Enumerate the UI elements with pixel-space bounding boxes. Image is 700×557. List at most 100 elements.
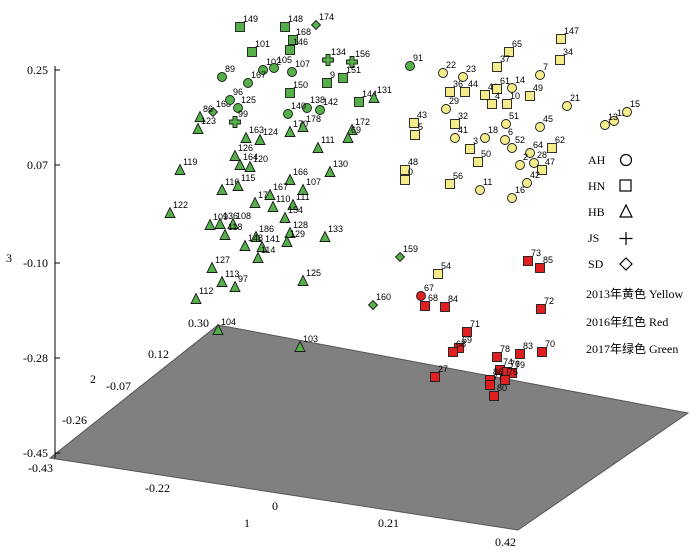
point-2-59 bbox=[256, 240, 268, 252]
point-label-0-41: 16 bbox=[515, 185, 525, 195]
point-label-2-60: 114 bbox=[261, 245, 275, 255]
point-0-2 bbox=[622, 107, 632, 117]
point-label-2-64: 125 bbox=[306, 268, 321, 278]
point-0-36 bbox=[400, 165, 410, 175]
point-label-2-44: 167 bbox=[273, 182, 288, 192]
point-1-15 bbox=[507, 368, 517, 378]
point-label-0-6: 37 bbox=[500, 54, 510, 64]
point-label-2-8: 91 bbox=[413, 53, 423, 63]
point-2-7 bbox=[346, 56, 358, 68]
legend-label-hb: HB bbox=[588, 205, 605, 219]
point-0-42 bbox=[433, 269, 443, 279]
point-2-31 bbox=[297, 120, 309, 132]
point-label-2-20: 96 bbox=[233, 87, 243, 97]
point-label-0-7: 22 bbox=[446, 60, 456, 70]
point-2-10 bbox=[258, 65, 268, 75]
point-2-6 bbox=[322, 54, 334, 66]
legend-label-hn: HN bbox=[588, 179, 606, 193]
b-tick-4: 0.21 bbox=[378, 516, 399, 530]
point-label-2-38: 120 bbox=[253, 154, 268, 164]
point-label-1-13: 74 bbox=[503, 357, 513, 367]
point-2-24 bbox=[315, 105, 325, 115]
point-2-63 bbox=[229, 280, 241, 292]
point-0-37 bbox=[400, 175, 410, 185]
point-label-2-67: 160 bbox=[376, 292, 391, 302]
point-label-2-33: 69 bbox=[351, 125, 361, 135]
point-label-2-58: 148 bbox=[248, 233, 263, 243]
point-0-31 bbox=[525, 148, 535, 158]
point-label-2-54: 186 bbox=[259, 224, 274, 234]
point-0-7 bbox=[438, 68, 448, 78]
point-2-22 bbox=[229, 116, 241, 128]
point-2-25 bbox=[283, 109, 293, 119]
point-2-0 bbox=[235, 22, 245, 32]
point-1-11 bbox=[537, 347, 547, 357]
point-0-41 bbox=[507, 193, 517, 203]
point-2-69 bbox=[294, 340, 306, 352]
point-0-3 bbox=[556, 34, 566, 44]
point-2-57 bbox=[319, 230, 331, 242]
point-label-0-30: 62 bbox=[555, 135, 565, 145]
point-2-56 bbox=[281, 235, 293, 247]
point-label-2-48: 122 bbox=[173, 200, 188, 210]
point-0-18 bbox=[487, 99, 497, 109]
point-2-67 bbox=[367, 299, 379, 311]
point-0-11 bbox=[460, 87, 470, 97]
point-label-0-10: 36 bbox=[453, 79, 463, 89]
point-0-4 bbox=[555, 55, 565, 65]
point-label-1-3: 68 bbox=[428, 293, 438, 303]
point-label-2-27: 123 bbox=[201, 116, 216, 126]
point-2-32 bbox=[346, 123, 358, 135]
point-label-2-59: 141 bbox=[265, 234, 280, 244]
b-tick-5: 0.42 bbox=[495, 535, 516, 549]
point-label-2-43: 107 bbox=[306, 177, 321, 187]
point-label-0-4: 34 bbox=[563, 47, 573, 57]
point-label-2-3: 168 bbox=[296, 27, 311, 37]
point-label-1-11: 70 bbox=[545, 339, 555, 349]
point-label-0-20: 43 bbox=[417, 110, 427, 120]
point-2-60 bbox=[252, 251, 264, 263]
b-tick-1: -0.43 bbox=[28, 461, 53, 475]
point-2-15 bbox=[354, 97, 364, 107]
legend-label-js: JS bbox=[588, 231, 599, 245]
point-2-36 bbox=[229, 149, 241, 161]
point-label-2-16: 131 bbox=[377, 85, 392, 95]
point-0-34 bbox=[529, 158, 539, 168]
point-label-2-4: 101 bbox=[255, 39, 270, 49]
point-label-2-39: 130 bbox=[333, 159, 348, 169]
point-2-45 bbox=[249, 196, 261, 208]
point-label-1-6: 71 bbox=[470, 319, 480, 329]
legend-triangle-icon bbox=[619, 203, 633, 218]
point-label-2-65: 112 bbox=[199, 286, 213, 296]
point-0-26 bbox=[480, 133, 490, 143]
point-label-2-61: 127 bbox=[215, 255, 230, 265]
point-label-1-19: 77 bbox=[493, 372, 503, 382]
point-label-2-29: 124 bbox=[263, 127, 278, 137]
point-label-1-14: 76 bbox=[510, 359, 520, 369]
point-label-2-37: 164 bbox=[243, 152, 258, 162]
v-tick-5: -0.45 bbox=[23, 446, 48, 460]
point-label-2-11: 105 bbox=[277, 55, 292, 65]
point-2-28 bbox=[240, 131, 252, 143]
point-0-1 bbox=[600, 120, 610, 130]
point-2-62 bbox=[216, 275, 228, 287]
point-2-13 bbox=[322, 78, 332, 88]
point-label-0-27: 6 bbox=[508, 127, 513, 137]
point-label-2-31: 178 bbox=[306, 114, 321, 124]
point-label-2-2: 174 bbox=[319, 12, 334, 22]
point-label-1-18: 80 bbox=[497, 383, 507, 393]
point-0-9 bbox=[535, 70, 545, 80]
d-axis-name: 2 bbox=[90, 372, 96, 386]
point-label-1-1: 85 bbox=[543, 255, 553, 265]
point-label-0-29: 52 bbox=[515, 135, 525, 145]
point-label-0-9: 7 bbox=[543, 62, 548, 72]
point-2-61 bbox=[206, 261, 218, 273]
d-tick-3: -0.07 bbox=[106, 379, 131, 393]
point-label-0-31: 64 bbox=[533, 140, 543, 150]
point-label-1-4: 84 bbox=[448, 294, 458, 304]
point-1-9 bbox=[492, 352, 502, 362]
point-label-2-9: 89 bbox=[225, 64, 235, 74]
legend-year-yellow: 2013年黄色 Yellow bbox=[586, 287, 683, 301]
point-label-2-28: 163 bbox=[249, 125, 264, 135]
